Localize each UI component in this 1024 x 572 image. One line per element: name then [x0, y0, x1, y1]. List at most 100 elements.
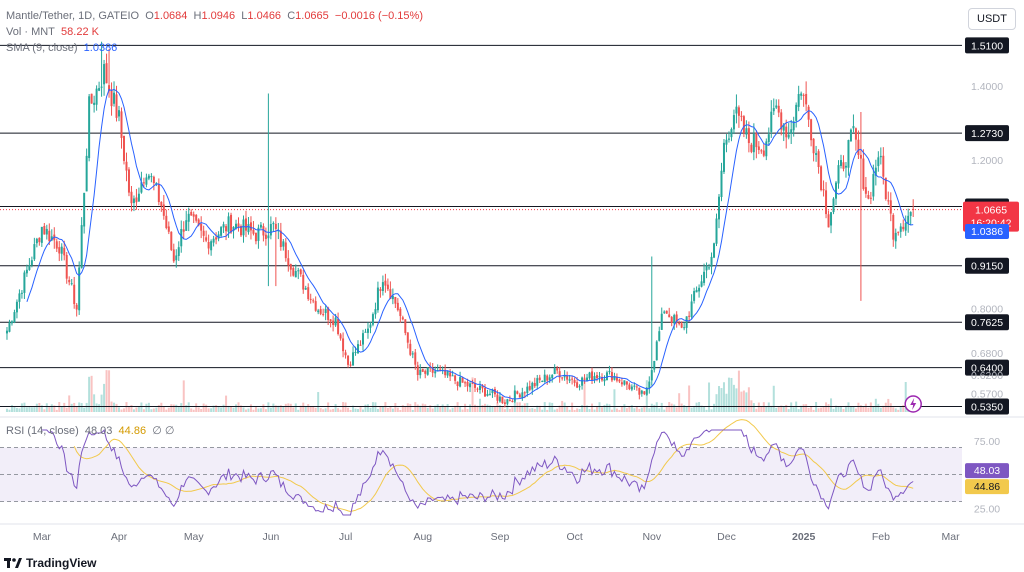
candle-body[interactable]: [259, 224, 262, 228]
candle-body[interactable]: [38, 237, 41, 243]
candle-body[interactable]: [817, 151, 820, 168]
candle-body[interactable]: [877, 157, 880, 167]
candle-body[interactable]: [727, 138, 730, 140]
candlesticks[interactable]: [5, 41, 922, 413]
candle-body[interactable]: [897, 231, 900, 233]
candle-body[interactable]: [762, 150, 765, 156]
candle-body[interactable]: [242, 219, 245, 236]
candle-body[interactable]: [55, 241, 58, 249]
candle-body[interactable]: [449, 372, 452, 377]
candle-body[interactable]: [319, 309, 322, 314]
candle-body[interactable]: [558, 371, 561, 378]
candle-body[interactable]: [361, 333, 364, 345]
candle-body[interactable]: [625, 381, 628, 385]
candle-body[interactable]: [521, 392, 524, 399]
candle-body[interactable]: [180, 229, 183, 247]
candle-body[interactable]: [618, 379, 621, 382]
candle-body[interactable]: [145, 177, 148, 185]
candle-body[interactable]: [274, 223, 277, 229]
candle-body[interactable]: [541, 380, 544, 382]
candle-body[interactable]: [294, 271, 297, 278]
sma-price-tag[interactable]: [965, 223, 1009, 239]
candle-body[interactable]: [439, 369, 442, 371]
candle-body[interactable]: [710, 256, 713, 267]
candle-body[interactable]: [113, 92, 116, 104]
candle-body[interactable]: [847, 140, 850, 168]
candle-body[interactable]: [802, 94, 805, 96]
candle-body[interactable]: [75, 304, 78, 310]
candle-body[interactable]: [68, 279, 71, 283]
candle-body[interactable]: [170, 231, 173, 250]
candle-body[interactable]: [563, 375, 566, 378]
candle-body[interactable]: [688, 315, 691, 317]
candle-body[interactable]: [374, 309, 377, 315]
candle-body[interactable]: [207, 242, 210, 249]
candle-body[interactable]: [797, 94, 800, 107]
candle-body[interactable]: [787, 134, 790, 138]
candle-body[interactable]: [573, 380, 576, 383]
candle-body[interactable]: [127, 169, 130, 193]
candle-body[interactable]: [152, 176, 155, 184]
candle-body[interactable]: [160, 201, 163, 206]
candle-body[interactable]: [287, 258, 290, 266]
candle-body[interactable]: [451, 375, 454, 377]
candle-body[interactable]: [65, 255, 68, 279]
candle-body[interactable]: [282, 241, 285, 247]
candle-body[interactable]: [531, 382, 534, 390]
candle-body[interactable]: [95, 88, 98, 105]
candle-body[interactable]: [658, 331, 661, 341]
candle-body[interactable]: [854, 128, 857, 140]
candle-body[interactable]: [887, 200, 890, 202]
candle-body[interactable]: [548, 377, 551, 381]
candle-body[interactable]: [135, 197, 138, 203]
candle-body[interactable]: [60, 246, 63, 254]
candle-body[interactable]: [835, 182, 838, 199]
candle-body[interactable]: [869, 197, 872, 199]
candle-body[interactable]: [650, 370, 653, 381]
level-tag[interactable]: [965, 125, 1009, 142]
candle-body[interactable]: [752, 133, 755, 153]
candle-body[interactable]: [578, 386, 581, 388]
candle-body[interactable]: [471, 382, 474, 384]
candle-body[interactable]: [292, 268, 295, 276]
candle-body[interactable]: [185, 220, 188, 231]
candle-body[interactable]: [105, 63, 108, 84]
candle-body[interactable]: [503, 402, 506, 404]
candle-body[interactable]: [269, 224, 272, 236]
candle-body[interactable]: [357, 344, 360, 354]
candle-body[interactable]: [88, 96, 91, 159]
candle-body[interactable]: [775, 105, 778, 108]
level-tag[interactable]: [965, 257, 1009, 274]
candle-body[interactable]: [347, 355, 350, 365]
candle-body[interactable]: [874, 167, 877, 176]
candle-body[interactable]: [90, 93, 93, 104]
candle-body[interactable]: [48, 230, 51, 242]
candle-body[interactable]: [401, 317, 404, 320]
candle-body[interactable]: [28, 265, 31, 270]
candle-body[interactable]: [857, 139, 860, 155]
candle-body[interactable]: [424, 370, 427, 374]
candle-body[interactable]: [411, 353, 414, 355]
candle-body[interactable]: [839, 160, 842, 166]
candle-body[interactable]: [583, 378, 586, 380]
candle-body[interactable]: [576, 382, 579, 388]
candle-body[interactable]: [528, 385, 531, 390]
candle-body[interactable]: [777, 105, 780, 113]
candle-body[interactable]: [805, 93, 808, 105]
candle-body[interactable]: [660, 313, 663, 330]
candle-body[interactable]: [140, 182, 143, 193]
candle-body[interactable]: [396, 302, 399, 311]
candle-body[interactable]: [513, 390, 516, 402]
candle-body[interactable]: [142, 182, 145, 184]
candle-body[interactable]: [312, 300, 315, 302]
candle-body[interactable]: [249, 222, 252, 231]
candle-body[interactable]: [615, 376, 618, 381]
candle-body[interactable]: [205, 237, 208, 241]
candle-body[interactable]: [220, 227, 223, 236]
candle-body[interactable]: [879, 155, 882, 158]
candle-body[interactable]: [518, 394, 521, 398]
candle-body[interactable]: [115, 94, 118, 118]
candle-body[interactable]: [35, 238, 38, 244]
candle-body[interactable]: [93, 102, 96, 105]
candle-body[interactable]: [705, 265, 708, 271]
